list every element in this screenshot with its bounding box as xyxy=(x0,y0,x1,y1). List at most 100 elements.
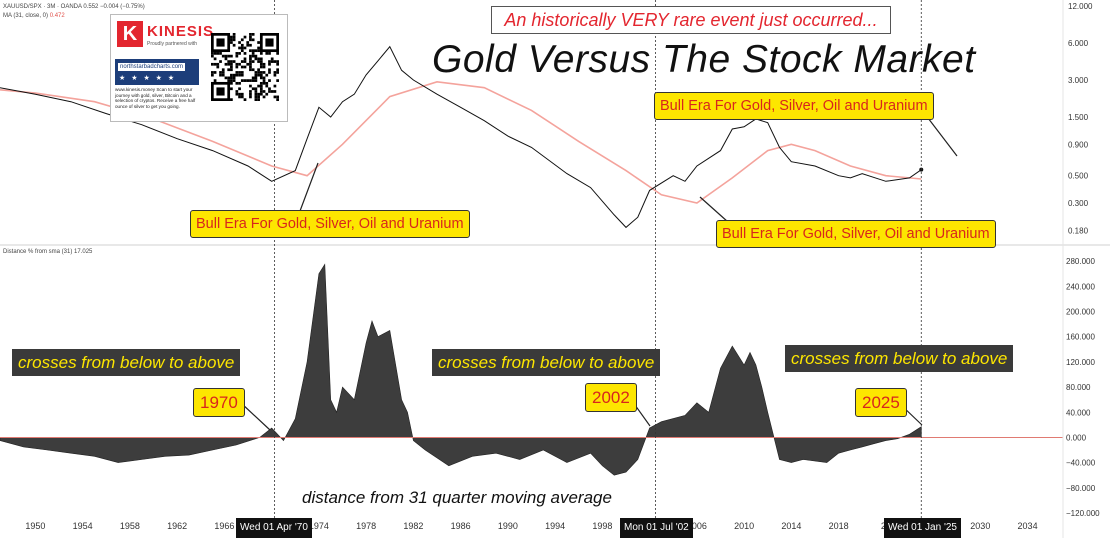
cross-label-1970: crosses from below to above xyxy=(12,349,241,376)
price-y-tick-label: 0.300 xyxy=(1068,199,1089,208)
qr-module xyxy=(259,84,263,88)
qr-module xyxy=(240,60,244,63)
qr-module xyxy=(238,52,241,55)
qr-module xyxy=(224,57,228,61)
qr-module xyxy=(232,38,236,42)
qr-module xyxy=(232,43,236,47)
distance-area xyxy=(0,263,922,476)
qr-module xyxy=(219,60,222,63)
qr-module xyxy=(254,90,258,93)
qr-module xyxy=(254,73,258,77)
qr-module xyxy=(224,62,228,66)
qr-module xyxy=(240,49,244,53)
qr-module xyxy=(230,60,233,63)
qr-module xyxy=(232,73,236,77)
qr-module xyxy=(257,92,260,96)
qr-module xyxy=(257,46,260,50)
qr-module xyxy=(238,73,241,77)
qr-module xyxy=(249,43,252,47)
qr-module xyxy=(257,73,260,77)
kinesis-ad[interactable]: K KINESIS Proudly partnered with northst… xyxy=(110,14,288,122)
qr-module xyxy=(259,57,263,61)
qr-module xyxy=(254,79,258,82)
price-y-tick-label: 0.900 xyxy=(1068,140,1089,149)
qr-module xyxy=(227,60,231,63)
qr-module xyxy=(262,81,266,85)
qr-module xyxy=(243,35,247,39)
caption: distance from 31 quarter moving average xyxy=(302,488,612,507)
date-tag-2002: Mon 01 Jul '02 xyxy=(620,518,693,538)
qr-module xyxy=(216,52,220,55)
price-y-tick-label: 6.000 xyxy=(1068,39,1089,48)
qr-module xyxy=(216,65,220,69)
qr-module xyxy=(211,52,214,55)
qr-module xyxy=(246,43,250,47)
qr-module xyxy=(230,41,233,44)
qr-module xyxy=(240,79,244,82)
qr-module xyxy=(276,98,279,101)
x-tick-label: 1990 xyxy=(498,521,518,531)
qr-module xyxy=(243,52,247,55)
qr-module xyxy=(262,90,266,93)
qr-module xyxy=(227,62,231,66)
qr-module xyxy=(257,60,260,63)
qr-module xyxy=(211,71,214,74)
qr-module xyxy=(257,57,260,61)
qr-module xyxy=(235,92,239,96)
price-line xyxy=(0,45,922,229)
qr-module xyxy=(240,43,244,47)
qr-module xyxy=(259,87,263,91)
qr-module xyxy=(268,60,271,63)
qr-module xyxy=(249,84,252,88)
qr-module xyxy=(254,92,258,96)
ad-brand-sub: Proudly partnered with xyxy=(147,41,198,47)
x-tick-label: 1974 xyxy=(309,521,329,531)
qr-module xyxy=(259,73,263,77)
qr-module xyxy=(270,57,274,61)
qr-module xyxy=(254,71,258,74)
qr-module xyxy=(265,73,269,77)
qr-module xyxy=(216,62,220,66)
ad-blurb: www.kinesis.money Scan to start your jou… xyxy=(115,87,196,109)
qr-module xyxy=(265,84,269,88)
qr-module xyxy=(227,76,231,80)
qr-module xyxy=(230,35,233,39)
price-y-tick-label: 0.500 xyxy=(1068,172,1089,181)
qr-module xyxy=(265,92,269,96)
qr-module xyxy=(268,90,271,93)
qr-module xyxy=(230,79,233,82)
qr-module xyxy=(249,33,252,36)
qr-module xyxy=(243,46,247,50)
qr-module xyxy=(251,49,255,53)
x-tick-label: 2034 xyxy=(1018,521,1038,531)
qr-module xyxy=(262,65,266,69)
qr-module xyxy=(221,54,225,58)
qr-module xyxy=(219,52,222,55)
qr-module xyxy=(276,60,279,63)
qr-module xyxy=(249,65,252,69)
qr-module xyxy=(254,57,258,61)
year-2025: 2025 xyxy=(855,388,907,417)
osc-y-tick-label: 240.000 xyxy=(1066,282,1095,291)
ad-stars: ★ ★ ★ ★ ★ xyxy=(119,75,177,82)
qr-module xyxy=(251,79,255,82)
callout-arrow xyxy=(299,162,319,212)
qr-module xyxy=(249,60,252,63)
chart-title: Gold Versus The Stock Market xyxy=(432,38,976,81)
osc-y-tick-label: 280.000 xyxy=(1066,257,1095,266)
x-tick-label: 2018 xyxy=(829,521,849,531)
qr-module xyxy=(262,76,266,80)
qr-module xyxy=(249,57,252,61)
qr-module xyxy=(249,62,252,66)
qr-module xyxy=(268,62,271,66)
qr-code-icon[interactable] xyxy=(211,23,279,111)
qr-module xyxy=(213,71,217,74)
qr-module xyxy=(230,54,233,58)
x-tick-label: 2006 xyxy=(687,521,707,531)
qr-module xyxy=(259,81,263,85)
qr-module xyxy=(257,98,260,101)
qr-module xyxy=(262,95,266,99)
qr-module xyxy=(259,65,263,69)
qr-module xyxy=(254,76,258,80)
